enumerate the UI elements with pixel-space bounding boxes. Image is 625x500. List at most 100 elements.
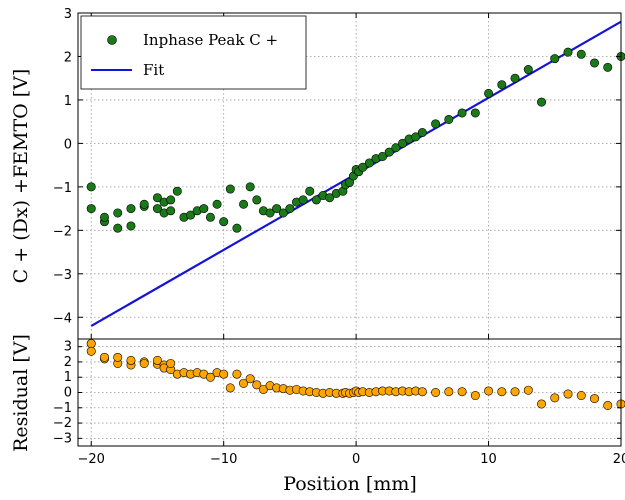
top-ticks: 3 2 1 0 −1 −2 −3 −4	[53, 7, 622, 339]
inphase-point	[378, 151, 388, 161]
inphase-point	[278, 208, 288, 218]
bottom-y-tick-label: 2	[64, 355, 72, 370]
residual-point	[126, 355, 136, 365]
top-y-tick-label: −3	[53, 268, 72, 283]
top-y-tick-label: 0	[64, 137, 72, 152]
residual-point	[245, 374, 255, 384]
residual-point	[431, 387, 441, 397]
residual-point	[219, 369, 229, 379]
residual-point	[258, 384, 268, 394]
inphase-point	[344, 178, 354, 188]
residual-point	[152, 355, 162, 365]
bottom-y-tick-label: −2	[53, 416, 72, 431]
inphase-point	[397, 138, 407, 148]
inphase-point	[576, 49, 586, 59]
inphase-point	[86, 182, 96, 192]
inphase-point	[239, 199, 249, 209]
bottom-y-tick-label: 3	[64, 340, 72, 355]
inphase-point	[563, 47, 573, 57]
legend-fit-label: Fit	[143, 61, 164, 79]
legend-scatter-marker	[107, 35, 117, 45]
inphase-point	[298, 195, 308, 205]
residual-point	[86, 339, 96, 349]
top-y-tick-label: 3	[64, 7, 72, 22]
x-axis-title: Position [mm]	[283, 473, 417, 495]
inphase-point	[305, 186, 315, 196]
inphase-point	[172, 186, 182, 196]
inphase-point	[590, 58, 600, 68]
residual-point	[484, 386, 494, 396]
bot-ticks: −20−10010203210−1−2−3	[53, 340, 625, 467]
inphase-point	[325, 193, 335, 203]
inphase-point	[364, 158, 374, 168]
inphase-point	[431, 119, 441, 129]
residual-point	[417, 387, 427, 397]
inphase-point	[391, 143, 401, 153]
inphase-point	[212, 199, 222, 209]
residual-point	[166, 358, 176, 368]
residual-point	[603, 400, 613, 410]
residual-point	[523, 385, 533, 395]
top-y-axis-title: C + (Dx) +FEMTO [V]	[10, 69, 32, 284]
residual-point	[457, 387, 467, 397]
inphase-point	[358, 162, 368, 172]
inphase-point	[444, 114, 454, 124]
residual-point	[550, 393, 560, 403]
inphase-point	[523, 65, 533, 75]
residual-point	[86, 346, 96, 356]
x-tick-label: 0	[352, 452, 360, 467]
bottom-y-tick-label: −3	[53, 431, 72, 446]
inphase-point	[232, 223, 242, 233]
top-y-tick-label: −4	[53, 311, 72, 326]
residual-point	[113, 352, 123, 362]
residual-point	[444, 387, 454, 397]
residual-point	[205, 372, 215, 382]
residual-point	[239, 378, 249, 388]
top-y-tick-label: 2	[64, 50, 72, 65]
inphase-point	[510, 73, 520, 83]
bottom-y-tick-label: −1	[53, 401, 72, 416]
inphase-point	[470, 108, 480, 118]
residual-point	[537, 399, 547, 409]
inphase-point	[384, 147, 394, 157]
inphase-point	[265, 208, 275, 218]
residual-point	[232, 369, 242, 379]
residual-point	[99, 352, 109, 362]
inphase-point	[411, 132, 421, 142]
residual-point	[563, 389, 573, 399]
residual-point	[590, 394, 600, 404]
inphase-point	[245, 182, 255, 192]
top-points-layer	[86, 47, 625, 233]
residual-point	[225, 383, 235, 393]
residual-point	[510, 387, 520, 397]
inphase-point	[417, 128, 427, 138]
residual-point	[470, 391, 480, 401]
inphase-point	[86, 204, 96, 214]
top-y-tick-label: 1	[64, 94, 72, 109]
inphase-point	[113, 223, 123, 233]
legend: Inphase Peak C + Fit	[80, 15, 307, 90]
inphase-point	[225, 184, 235, 194]
inphase-point	[152, 193, 162, 203]
inphase-point	[457, 108, 467, 118]
inphase-point	[537, 97, 547, 107]
inphase-point	[126, 204, 136, 214]
inphase-point	[205, 212, 215, 222]
inphase-point	[484, 88, 494, 98]
residual-point	[139, 358, 149, 368]
bottom-y-tick-label: 1	[64, 370, 72, 385]
inphase-point	[113, 208, 123, 218]
legend-scatter-label: Inphase Peak C +	[143, 31, 278, 49]
top-y-tick-label: −1	[53, 181, 72, 196]
inphase-point	[166, 195, 176, 205]
inphase-point	[497, 80, 507, 90]
inphase-point	[285, 204, 295, 214]
inphase-point	[99, 212, 109, 222]
x-tick-label: 10	[480, 452, 497, 467]
x-tick-label: 20	[613, 452, 625, 467]
inphase-point	[166, 206, 176, 216]
inphase-point	[199, 204, 209, 214]
inphase-point	[139, 199, 149, 209]
